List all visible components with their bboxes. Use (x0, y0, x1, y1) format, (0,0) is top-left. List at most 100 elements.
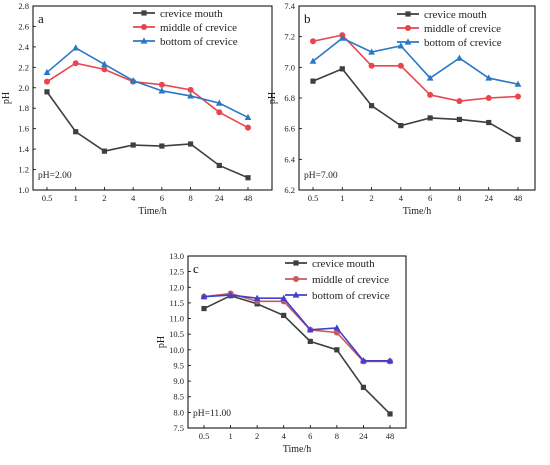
y-tick-label: 7.0 (284, 62, 295, 72)
y-tick-label: 10.0 (169, 345, 184, 355)
legend-swatch-marker (292, 291, 300, 298)
data-point (43, 68, 51, 76)
legend-label: bottom of crevice (424, 37, 502, 49)
data-point (515, 136, 521, 142)
legend-swatch-marker (293, 260, 299, 266)
condition-annotation: pH=2.00 (38, 171, 72, 181)
data-point (486, 119, 492, 126)
data-point (397, 62, 404, 69)
data-point (73, 129, 79, 135)
data-point (334, 347, 340, 353)
data-point (158, 87, 166, 94)
data-point (72, 60, 79, 67)
legend-label: crevice mouth (312, 258, 375, 270)
data-point (200, 293, 208, 300)
y-tick-label: 9.0 (173, 376, 184, 386)
x-tick-label: 1 (74, 193, 78, 203)
data-point (456, 54, 463, 61)
data-point (427, 115, 433, 121)
data-point (339, 66, 345, 72)
data-point (307, 338, 313, 344)
legend-swatch-marker (405, 25, 411, 31)
x-tick-label: 4 (399, 193, 404, 203)
x-tick-label: 6 (428, 193, 432, 203)
data-point (281, 312, 287, 319)
x-tick-label: 8 (335, 431, 339, 441)
y-tick-label: 8.0 (173, 407, 184, 417)
x-tick-label: 6 (308, 431, 312, 441)
series-line (203, 294, 391, 415)
y-tick-label: 1.4 (18, 144, 29, 154)
data-point (310, 38, 316, 45)
data-point (44, 89, 50, 95)
data-point (368, 103, 375, 109)
legend-label: middle of crevice (424, 23, 501, 35)
series-line (312, 37, 519, 85)
data-point (360, 384, 367, 390)
y-tick-label: 10.5 (169, 329, 184, 339)
data-point (515, 93, 521, 100)
y-axis-label: pH (156, 336, 167, 348)
y-tick-label: 7.4 (284, 1, 295, 11)
data-point (386, 357, 394, 364)
legend-label: bottom of crevice (312, 290, 390, 302)
data-point (244, 113, 252, 121)
series-bottom-of-crevice (309, 34, 522, 87)
data-point (72, 44, 80, 51)
chart-panel-b: 6.26.46.66.87.07.27.40.5 1 2 4 6 8 24 48Time/hp… (267, 1, 536, 217)
data-point (101, 66, 108, 73)
y-tick-label: 1.2 (18, 165, 29, 175)
legend-label: crevice mouth (160, 8, 223, 20)
plot-frame (187, 255, 407, 429)
x-tick-label: 2 (369, 193, 373, 203)
y-tick-label: 2.0 (18, 83, 29, 93)
x-tick-label: 1 (340, 193, 344, 203)
y-tick-label: 12.0 (169, 282, 184, 292)
data-point (427, 91, 434, 98)
data-point (187, 86, 194, 93)
data-point (227, 291, 234, 298)
x-axis-label: Time/h (403, 206, 432, 217)
data-point (216, 162, 222, 169)
legend-swatch-marker (404, 38, 412, 45)
condition-annotation: pH=7.00 (304, 171, 338, 181)
series-middle-of-crevice (44, 60, 251, 131)
data-point (201, 305, 207, 312)
legend: crevice mouth middle of crevice bottom of … (285, 258, 390, 302)
y-tick-label: 1.0 (18, 185, 29, 195)
x-tick-label: 8 (457, 193, 461, 203)
legend-swatch-marker (405, 11, 411, 17)
data-point (514, 80, 522, 87)
series-crevice-mouth (310, 66, 521, 142)
data-point (310, 78, 316, 84)
data-point (253, 294, 261, 301)
series-line (203, 294, 390, 362)
panel-letter: a (38, 11, 44, 26)
x-tick-label: 4 (131, 193, 136, 203)
x-tick-label: 48 (386, 431, 395, 441)
data-point (216, 109, 223, 116)
series-crevice-mouth (44, 89, 251, 181)
data-point (187, 141, 194, 147)
data-point (360, 357, 367, 364)
x-tick-label: 2 (255, 431, 259, 441)
x-tick-label: 24 (359, 431, 368, 441)
panel-letter: c (193, 261, 199, 276)
series-bottom-of-crevice (200, 291, 394, 364)
series-crevice-mouth (201, 293, 393, 417)
y-tick-label: 6.6 (284, 124, 295, 134)
y-tick-label: 7.2 (284, 32, 295, 42)
data-point (280, 294, 288, 301)
data-point (485, 74, 493, 81)
data-point (338, 34, 346, 41)
series-line (46, 46, 249, 119)
data-point (215, 99, 223, 106)
y-tick-label: 8.5 (173, 392, 184, 402)
data-point (306, 326, 314, 333)
panel-letter: b (304, 11, 311, 26)
x-tick-label: 0.5 (308, 193, 319, 203)
x-tick-label: 48 (244, 193, 253, 203)
data-point (129, 77, 137, 84)
data-point (101, 148, 108, 154)
